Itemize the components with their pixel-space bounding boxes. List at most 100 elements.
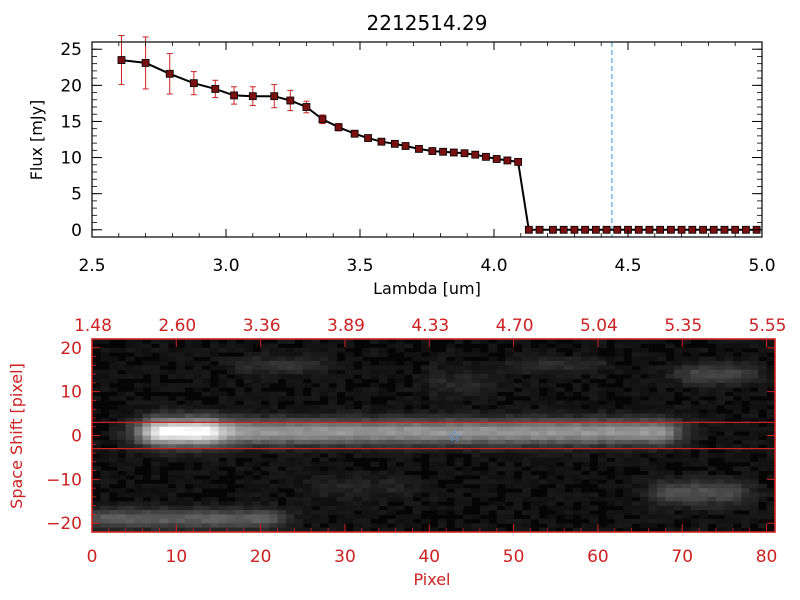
image-pixel	[597, 461, 607, 467]
image-pixel	[640, 365, 650, 371]
image-pixel	[741, 352, 751, 358]
image-pixel	[218, 365, 228, 371]
image-pixel	[437, 453, 447, 458]
image-pixel	[311, 435, 321, 441]
image-pixel	[648, 453, 658, 458]
image-pixel	[715, 492, 725, 498]
image-pixel	[741, 387, 751, 393]
image-pixel	[530, 474, 540, 480]
image-pixel	[758, 343, 768, 349]
image-pixel	[682, 453, 692, 458]
image-pixel	[252, 457, 262, 463]
wavelength-tick-label: 2.60	[158, 316, 196, 336]
image-pixel	[294, 422, 304, 428]
image-pixel	[403, 409, 413, 415]
data-point	[492, 155, 501, 163]
image-pixel	[623, 391, 633, 397]
image-pixel	[361, 453, 371, 458]
image-pixel	[682, 505, 692, 511]
image-pixel	[673, 422, 683, 428]
y-tick-label: 20	[60, 76, 82, 96]
image-pixel	[614, 435, 624, 441]
image-pixel	[269, 448, 278, 454]
image-pixel	[749, 435, 759, 441]
image-pixel	[269, 518, 278, 524]
image-pixel	[100, 496, 110, 502]
image-pixel	[505, 518, 515, 524]
image-pixel	[201, 435, 211, 441]
image-pixel	[260, 422, 270, 428]
image-pixel	[285, 347, 295, 353]
image-pixel	[581, 523, 590, 529]
image-pixel	[226, 518, 236, 524]
image-pixel	[656, 444, 666, 450]
image-pixel	[715, 369, 725, 375]
image-pixel	[277, 444, 287, 450]
image-pixel	[294, 360, 304, 366]
image-pixel	[319, 347, 329, 353]
image-pixel	[142, 492, 152, 498]
image-pixel	[403, 369, 413, 375]
image-pixel	[513, 382, 523, 388]
image-pixel	[420, 374, 430, 379]
image-pixel	[614, 426, 624, 432]
image-pixel	[125, 457, 135, 463]
image-pixel	[108, 426, 118, 432]
image-pixel	[564, 435, 574, 441]
image-pixel	[437, 466, 447, 472]
image-pixel	[564, 413, 574, 419]
image-pixel	[269, 501, 278, 507]
image-pixel	[269, 356, 278, 362]
image-pixel	[100, 347, 110, 353]
image-pixel	[134, 474, 144, 480]
data-point	[248, 92, 257, 101]
image-pixel	[690, 391, 700, 397]
image-pixel	[640, 483, 650, 489]
image-pixel	[184, 496, 194, 502]
image-pixel	[193, 347, 203, 353]
image-pixel	[252, 479, 262, 485]
image-pixel	[285, 374, 295, 379]
image-pixel	[547, 474, 557, 480]
image-pixel	[724, 431, 734, 436]
image-pixel	[446, 505, 456, 511]
image-pixel	[564, 501, 574, 507]
image-pixel	[125, 435, 135, 441]
image-pixel	[715, 483, 725, 489]
image-pixel	[488, 470, 498, 476]
image-pixel	[285, 369, 295, 375]
image-pixel	[218, 422, 228, 428]
image-pixel	[656, 518, 666, 524]
image-pixel	[252, 360, 262, 366]
image-pixel	[159, 404, 169, 410]
image-pixel	[572, 527, 582, 533]
image-pixel	[252, 352, 262, 358]
image-pixel	[522, 492, 531, 498]
image-pixel	[235, 409, 245, 415]
image-pixel	[201, 409, 211, 415]
image-pixel	[488, 365, 498, 371]
image-pixel	[581, 365, 590, 371]
image-pixel	[724, 505, 734, 511]
image-pixel	[420, 417, 430, 423]
image-pixel	[319, 435, 329, 441]
image-pixel	[125, 343, 135, 349]
image-pixel	[319, 413, 329, 419]
image-pixel	[682, 431, 692, 436]
image-pixel	[513, 453, 523, 458]
image-pixel	[344, 400, 354, 406]
spectrum-image-panel: ☆ 0 10 20 30 40 50 60 70 801.48 2.60 3.36 3.89 4.33 4…	[7, 316, 786, 589]
image-pixel	[623, 510, 633, 515]
image-pixel	[134, 496, 144, 502]
image-pixel	[378, 387, 388, 393]
image-pixel	[311, 426, 321, 432]
image-pixel	[167, 409, 177, 415]
image-pixel	[226, 514, 236, 520]
image-pixel	[151, 360, 160, 366]
image-pixel	[108, 510, 118, 515]
image-pixel	[336, 479, 346, 485]
image-pixel	[167, 417, 177, 423]
image-pixel	[631, 483, 641, 489]
image-pixel	[193, 409, 203, 415]
image-pixel	[218, 347, 228, 353]
